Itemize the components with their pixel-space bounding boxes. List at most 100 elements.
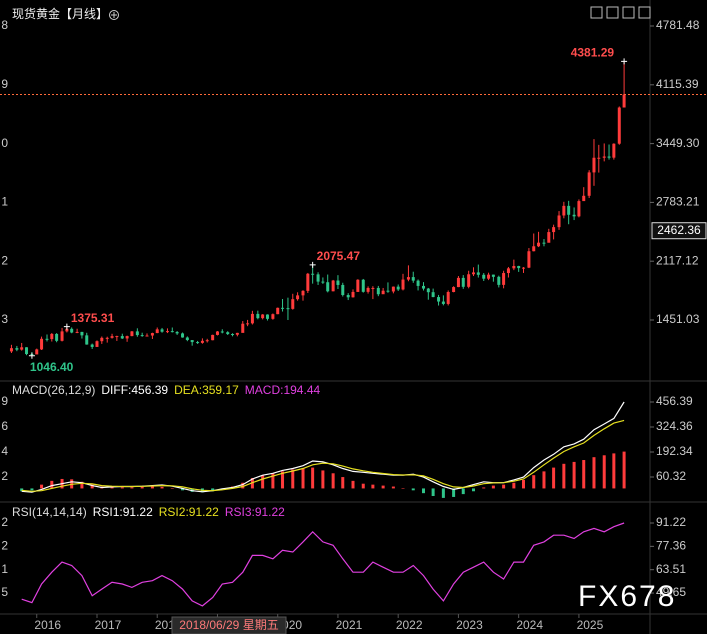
legend-entry: RSI1:91.22 (93, 505, 153, 519)
candle-body (567, 205, 571, 215)
macd-bar (542, 471, 546, 489)
extreme-label: 1375.31 (71, 311, 115, 325)
y-tick-label: 63.51 (656, 562, 686, 576)
candle-body (235, 332, 239, 335)
macd-bar (401, 488, 405, 489)
candle-body (296, 295, 300, 300)
candle-body (617, 107, 621, 144)
tool-settings[interactable] (638, 6, 651, 19)
candle-body (482, 274, 486, 279)
candle-body (512, 265, 516, 269)
macd-bar (572, 461, 576, 489)
candle-body (437, 297, 441, 302)
toolbar (590, 6, 651, 19)
legend-entry: MACD(26,12,9) (12, 383, 95, 397)
x-tick-label: 2023 (456, 618, 483, 632)
macd-bar (160, 486, 164, 489)
x-tick-label: 2016 (34, 618, 61, 632)
add-icon[interactable] (109, 10, 119, 20)
candle-body (60, 331, 64, 341)
candle-body (471, 272, 475, 275)
candle-body (271, 314, 275, 319)
macd-bar (261, 475, 265, 489)
macd-bar (602, 455, 606, 489)
candle-body (135, 331, 139, 336)
macd-bar (461, 488, 465, 495)
extreme-label: 4381.29 (571, 45, 615, 59)
macd-bar (351, 480, 355, 489)
tool-crosshair[interactable] (590, 6, 603, 19)
candle-body (366, 287, 370, 292)
legend-entry: RSI2:91.22 (159, 505, 219, 519)
macd-bar (291, 469, 295, 489)
macd-bar (452, 488, 456, 497)
candle-body (552, 227, 556, 233)
macd-bar (311, 467, 315, 489)
candle-body (446, 292, 450, 304)
clipped-axis-label: 5 (1, 585, 8, 599)
candle-body (155, 329, 159, 334)
extreme-label: 1046.40 (30, 360, 74, 374)
macd-bar (181, 488, 185, 491)
candle-body (20, 347, 24, 350)
macd-bar (150, 486, 154, 489)
candle-body (55, 333, 59, 341)
candle-body (331, 280, 335, 292)
y-tick-label: 324.36 (656, 419, 693, 433)
macd-bar (130, 487, 134, 489)
y-tick-label: 4115.39 (656, 77, 699, 91)
candle-body (562, 205, 566, 216)
candle-body (226, 332, 230, 335)
macd-bar (562, 463, 566, 489)
macd-bar (482, 487, 486, 489)
candle-body (80, 331, 84, 336)
macd-bar (592, 457, 596, 489)
candle-body (140, 335, 144, 337)
clipped-axis-label: 9 (1, 394, 8, 408)
macd-bar (271, 473, 275, 489)
candle-body (9, 348, 13, 352)
macd-bar (431, 488, 435, 497)
candle-body (205, 340, 209, 342)
macd-bar (170, 488, 174, 489)
candle-body (416, 280, 420, 286)
macd-bar (471, 488, 475, 492)
macd-bar (421, 488, 425, 494)
macd-bar (381, 485, 385, 489)
candle-body (25, 347, 29, 355)
macd-bar (622, 451, 626, 489)
macd-bar (441, 488, 445, 498)
clipped-axis-label: 8 (1, 18, 8, 32)
candle-body (120, 336, 124, 339)
tool-chart[interactable] (622, 6, 635, 19)
macd-bar (361, 483, 365, 489)
candle-body (401, 279, 405, 290)
candle-body (426, 288, 430, 293)
x-tick-label: 2017 (95, 618, 122, 632)
legend-entry: DIFF:456.39 (101, 383, 168, 397)
candle-body (411, 277, 415, 281)
candle-body (256, 313, 260, 319)
candle-body (311, 273, 315, 275)
cursor-price-label: 2462.36 (657, 223, 701, 237)
y-tick-label: 91.22 (656, 515, 686, 529)
tool-zoom[interactable] (606, 6, 619, 19)
chart-title: 现货黄金【月线】 (12, 6, 108, 21)
macd-bar (341, 477, 345, 489)
candle-body (491, 274, 495, 277)
macd-bar (491, 485, 495, 489)
indicator-line (21, 522, 625, 607)
macd-bar (301, 468, 305, 489)
candle-body (160, 329, 164, 332)
candle-body (582, 195, 586, 202)
candle-body (497, 276, 501, 285)
candle-body (622, 94, 626, 108)
candle-body (487, 274, 491, 279)
x-tick-label: 2022 (396, 618, 423, 632)
candle-body (306, 273, 310, 291)
candle-body (612, 143, 616, 158)
macd-bar (20, 488, 24, 492)
candle-body (386, 290, 390, 292)
